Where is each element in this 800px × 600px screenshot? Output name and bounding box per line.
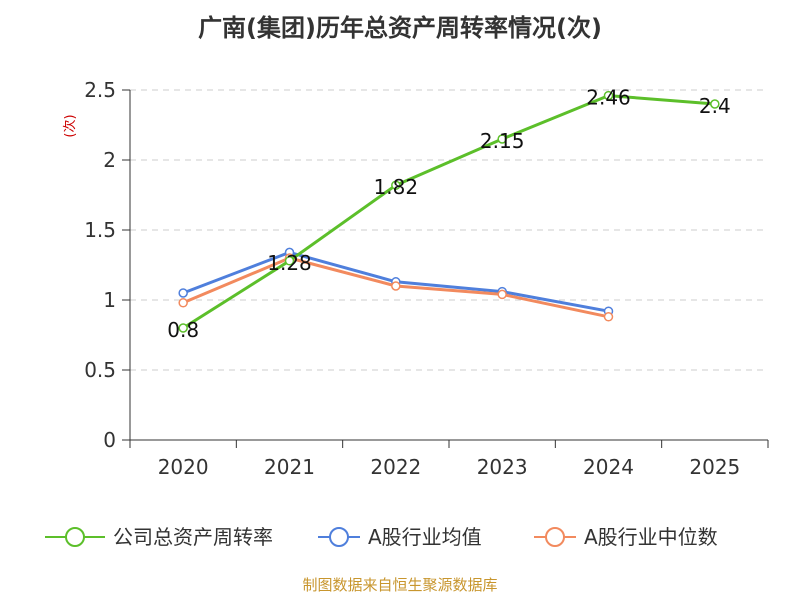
- data-point-0[interactable]: [391, 180, 401, 190]
- x-tick-label: 2021: [264, 455, 315, 479]
- data-point-0[interactable]: [497, 134, 507, 144]
- data-label: 0.8: [167, 318, 199, 342]
- data-point-0[interactable]: [284, 256, 295, 266]
- x-tick-label: 2025: [689, 455, 740, 479]
- y-tick-label: 1: [103, 288, 116, 312]
- data-point-0[interactable]: [178, 323, 188, 333]
- series-layer: [178, 90, 720, 333]
- series-line-0: [182, 94, 715, 330]
- data-label: 2.46: [586, 86, 631, 110]
- legend-label: 公司总资产周转率: [113, 525, 273, 549]
- data-label: 2.4: [699, 94, 731, 118]
- x-tick-label: 2024: [583, 455, 634, 479]
- legend-marker: [65, 527, 85, 547]
- source-note: 制图数据来自恒生聚源数据库: [302, 576, 497, 594]
- y-tick-label: 2.5: [84, 78, 116, 102]
- data-point-0[interactable]: [603, 90, 614, 101]
- y-tick-label: 0: [103, 428, 116, 452]
- legend-marker: [545, 527, 565, 547]
- x-tick-label: 2020: [158, 455, 209, 479]
- x-tick-label: 2023: [477, 455, 528, 479]
- data-point-0[interactable]: [710, 99, 720, 109]
- data-point-2[interactable]: [178, 298, 188, 308]
- legend-item-1[interactable]: A股行业均值: [318, 525, 482, 549]
- legend-item-2[interactable]: A股行业中位数: [534, 525, 718, 549]
- legend-label: A股行业均值: [368, 525, 482, 549]
- chart-title: 广南(集团)历年总资产周转率情况(次): [198, 14, 602, 42]
- data-point-2[interactable]: [603, 312, 614, 322]
- y-tick-label: 2: [103, 148, 116, 172]
- data-point-1[interactable]: [178, 288, 188, 298]
- data-point-2[interactable]: [497, 289, 507, 300]
- legend-label: A股行业中位数: [584, 525, 718, 549]
- legend[interactable]: 公司总资产周转率 A股行业均值 A股行业中位数: [45, 525, 718, 549]
- x-tick-label: 2022: [370, 455, 421, 479]
- data-point-2[interactable]: [391, 281, 401, 291]
- data-label: 2.15: [480, 129, 525, 153]
- legend-marker: [329, 527, 349, 547]
- y-tick-label: 1.5: [84, 218, 116, 242]
- axes: 0 0.5 1 1.5 2 2.5 2020 2021 2022 2023 2024 2025: [84, 78, 769, 479]
- data-labels: 0.8 1.28 1.82 2.15 2.46 2.4: [167, 86, 730, 342]
- data-label: 1.82: [374, 175, 419, 199]
- legend-item-0[interactable]: 公司总资产周转率: [45, 525, 273, 549]
- grid-lines: [130, 89, 768, 371]
- y-axis-label: (次): [62, 114, 78, 137]
- y-tick-label: 0.5: [84, 358, 116, 382]
- data-label: 1.28: [267, 251, 312, 275]
